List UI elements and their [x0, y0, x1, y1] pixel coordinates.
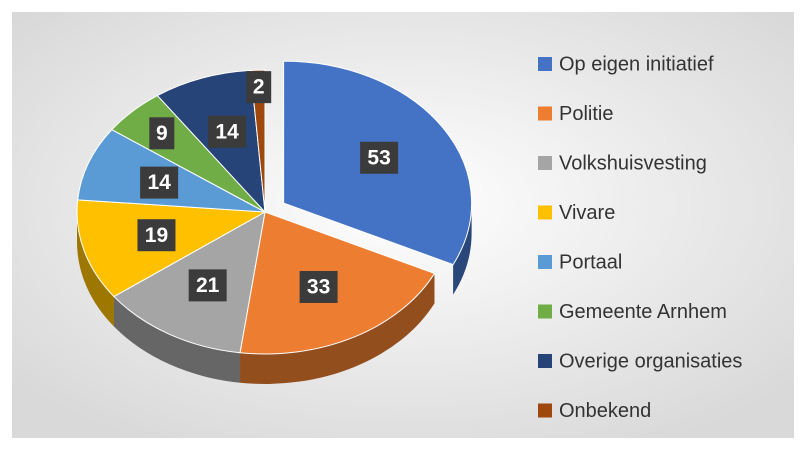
data-label: 21	[196, 274, 220, 297]
slice-side	[77, 212, 114, 327]
slice-side	[453, 203, 472, 295]
legend-label: Op eigen initiatief	[559, 53, 714, 75]
slice-side	[113, 296, 241, 383]
legend-swatch	[538, 156, 552, 170]
slice	[250, 69, 266, 213]
data-label: 53	[367, 146, 390, 169]
data-label-box	[149, 117, 175, 150]
legend-label: Overige organisaties	[559, 350, 742, 372]
legend-label: Vivare	[559, 202, 615, 224]
data-label-box	[299, 270, 338, 303]
data-label: 33	[307, 276, 330, 299]
legend-label: Onbekend	[559, 400, 651, 422]
data-label: 2	[253, 76, 265, 99]
legend-swatch	[538, 354, 552, 368]
legend-swatch	[538, 106, 552, 121]
data-label: 9	[156, 122, 168, 145]
data-label: 14	[147, 171, 171, 194]
legend-label: Portaal	[559, 251, 622, 273]
pie: 53 33 21 19 14 9 14 2	[76, 60, 473, 384]
legend-swatch	[538, 205, 552, 220]
legend-swatch	[538, 304, 552, 319]
legend: Op eigen initiatief Politie Volkshuisvesti…	[538, 53, 742, 422]
legend-label: Volkshuisvesting	[559, 152, 707, 174]
legend-swatch	[538, 57, 552, 71]
data-label-box	[246, 71, 272, 104]
legend-swatch	[538, 255, 552, 269]
data-label-box	[137, 219, 176, 252]
data-label: 14	[215, 120, 239, 143]
data-label: 19	[145, 224, 168, 247]
legend-swatch	[538, 403, 552, 418]
legend-label: Gemeente Arnhem	[559, 301, 727, 323]
data-label-box	[208, 115, 247, 148]
legend-label: Politie	[559, 103, 613, 125]
data-label-box	[188, 269, 227, 302]
data-label-box	[140, 166, 179, 199]
data-label-box	[360, 141, 399, 174]
slice-side	[240, 273, 435, 384]
